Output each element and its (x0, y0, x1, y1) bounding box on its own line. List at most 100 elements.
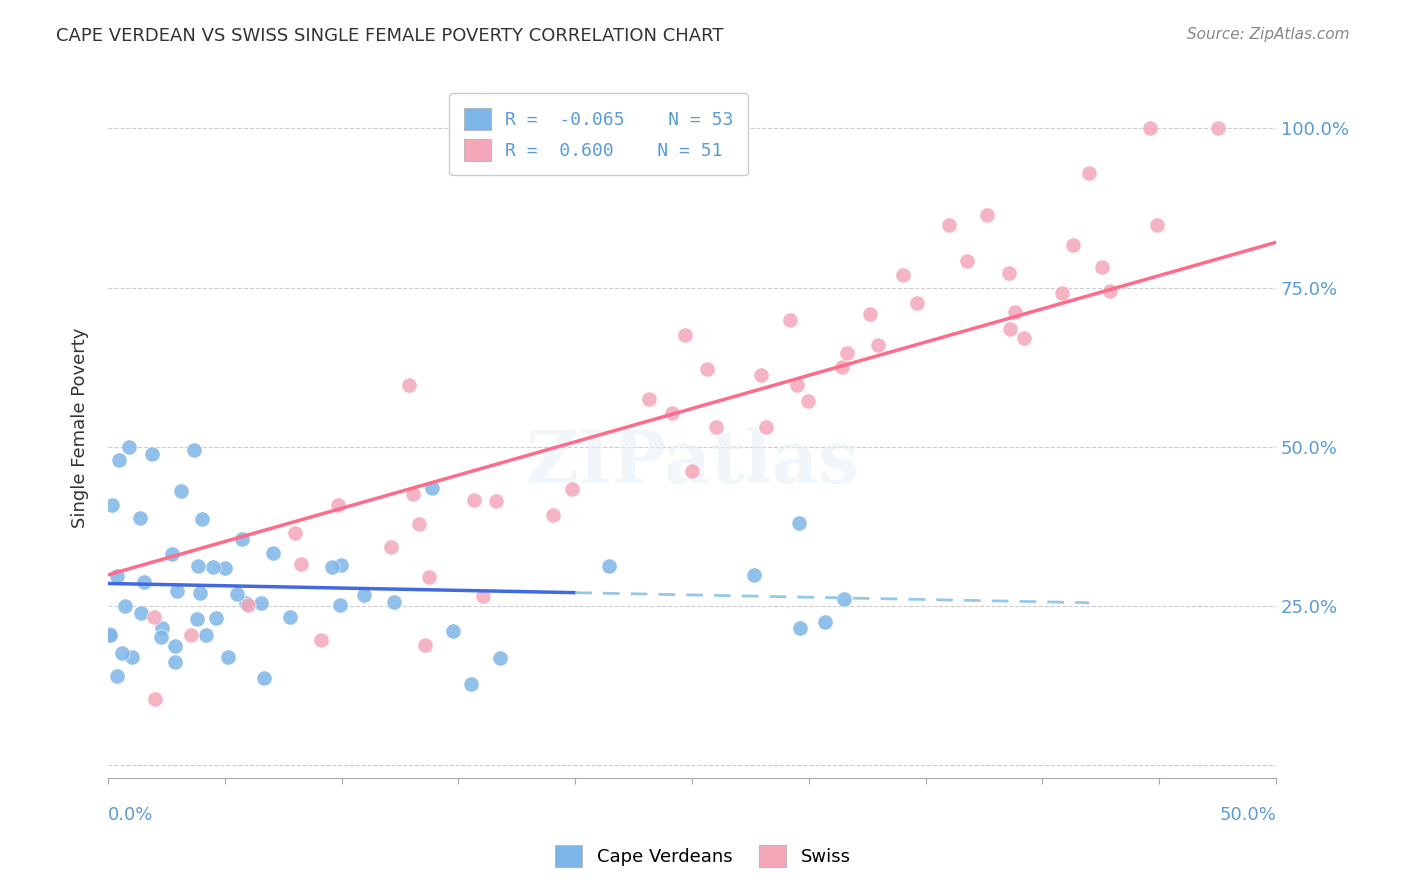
Point (1099, 284, 1122, 298)
Point (1206, 121, 1229, 136)
Point (191, 511, 214, 525)
Point (859, 307, 882, 321)
Point (98, 628, 121, 642)
Text: Source: ZipAtlas.com: Source: ZipAtlas.com (1187, 27, 1350, 42)
Point (835, 346, 858, 360)
Point (598, 558, 620, 573)
Point (489, 650, 512, 665)
Point (290, 557, 312, 571)
Point (868, 338, 890, 352)
Point (1146, 218, 1168, 232)
Point (330, 558, 353, 572)
Point (328, 498, 350, 512)
Point (420, 481, 443, 495)
Point (997, 266, 1019, 280)
Point (408, 516, 430, 531)
Point (398, 378, 420, 392)
Point (418, 570, 440, 584)
Point (117, 440, 139, 454)
Text: 50.0%: 50.0% (1219, 806, 1277, 824)
Point (832, 592, 855, 607)
Point (742, 568, 765, 582)
Point (463, 493, 485, 508)
Point (187, 559, 209, 574)
Legend: R =  -0.065    N = 53, R =  0.600    N = 51: R = -0.065 N = 53, R = 0.600 N = 51 (449, 94, 748, 176)
Point (472, 589, 495, 603)
Point (814, 615, 837, 630)
Point (101, 498, 124, 512)
Point (696, 362, 718, 376)
Point (162, 547, 184, 561)
Point (779, 312, 801, 326)
Point (704, 419, 727, 434)
Point (165, 656, 187, 670)
Point (186, 612, 208, 626)
Point (321, 559, 343, 574)
Point (681, 464, 703, 478)
Point (384, 595, 406, 609)
Point (108, 452, 131, 467)
Point (170, 484, 193, 499)
Point (638, 392, 661, 406)
Point (143, 691, 166, 706)
Point (749, 368, 772, 383)
Legend: Cape Verdeans, Swiss: Cape Verdeans, Swiss (548, 838, 858, 874)
Point (787, 516, 810, 530)
Point (891, 268, 914, 283)
Point (789, 620, 811, 634)
Point (114, 599, 136, 614)
Point (111, 646, 134, 660)
Point (905, 296, 928, 310)
Point (1062, 238, 1084, 252)
Point (253, 671, 276, 685)
Point (238, 598, 260, 612)
Point (132, 575, 155, 590)
Point (661, 407, 683, 421)
Text: 0.0%: 0.0% (108, 806, 153, 824)
Point (485, 494, 508, 508)
Point (998, 321, 1021, 335)
Text: CAPE VERDEAN VS SWISS SINGLE FEMALE POVERTY CORRELATION CHART: CAPE VERDEAN VS SWISS SINGLE FEMALE POVE… (56, 27, 724, 45)
Point (1078, 166, 1101, 180)
Point (1050, 285, 1073, 300)
Point (956, 254, 979, 268)
Point (121, 649, 143, 664)
Point (402, 487, 425, 501)
Point (380, 540, 402, 554)
Point (786, 378, 808, 392)
Point (201, 559, 224, 574)
Point (105, 569, 128, 583)
Point (143, 610, 166, 624)
Point (226, 587, 249, 601)
Point (278, 610, 301, 624)
Point (541, 508, 564, 522)
Point (1139, 121, 1161, 136)
Point (976, 208, 998, 222)
Point (231, 532, 253, 546)
Point (166, 584, 188, 599)
Point (98, 627, 121, 641)
Point (441, 624, 464, 638)
Point (195, 628, 218, 642)
Point (183, 443, 205, 458)
Point (1012, 331, 1035, 345)
Point (415, 638, 437, 652)
Point (188, 586, 211, 600)
Point (309, 632, 332, 647)
Point (214, 561, 236, 575)
Point (797, 393, 820, 408)
Point (180, 628, 202, 642)
Point (1004, 304, 1026, 318)
Point (1091, 260, 1114, 274)
Point (165, 639, 187, 653)
Point (329, 598, 352, 612)
Point (250, 597, 273, 611)
Point (141, 447, 163, 461)
Point (205, 611, 228, 625)
Point (675, 327, 697, 342)
Point (561, 482, 583, 496)
Point (755, 420, 778, 434)
Point (235, 596, 257, 610)
Point (262, 546, 284, 560)
Point (353, 588, 375, 602)
